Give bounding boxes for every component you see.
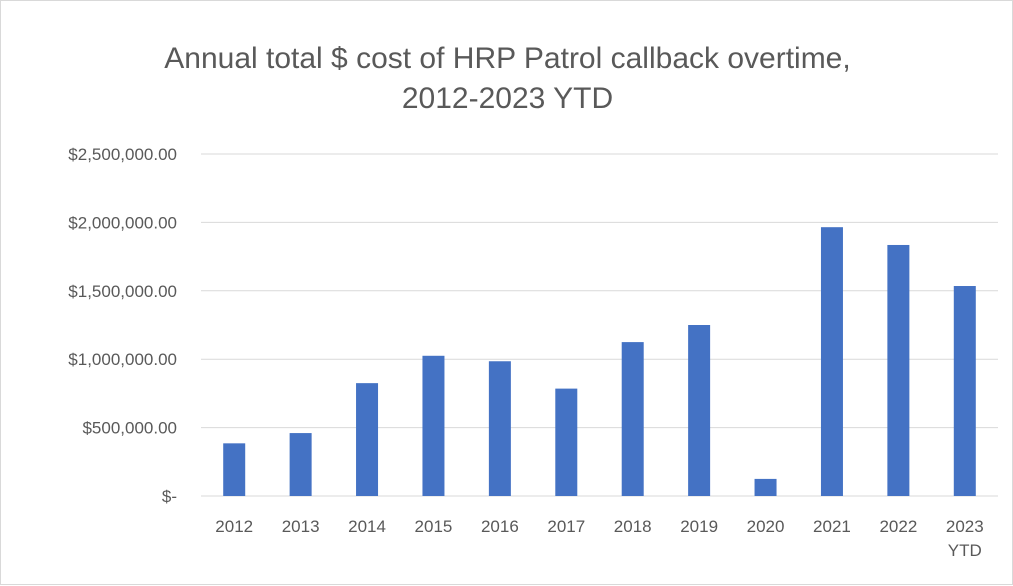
bar bbox=[289, 433, 312, 496]
chart-title-line-2: 2012-2023 YTD bbox=[401, 82, 614, 115]
bar bbox=[223, 443, 246, 496]
y-tick-label: $2,500,000.00 bbox=[68, 145, 177, 164]
y-tick-label: $- bbox=[162, 487, 177, 506]
x-tick-label: 2012 bbox=[215, 517, 253, 536]
x-tick-label: 2014 bbox=[348, 517, 386, 536]
chart-title: Annual total $ cost of HRP Patrol callba… bbox=[1, 39, 1013, 119]
x-tick-label: YTD bbox=[948, 541, 982, 560]
y-tick-label: $1,500,000.00 bbox=[68, 282, 177, 301]
y-tick-label: $500,000.00 bbox=[82, 419, 177, 438]
x-tick-label: 2016 bbox=[481, 517, 519, 536]
x-tick-label: 2015 bbox=[415, 517, 453, 536]
bar bbox=[555, 388, 578, 496]
bar bbox=[688, 325, 711, 496]
x-tick-label: 2021 bbox=[813, 517, 851, 536]
bar bbox=[953, 286, 976, 496]
x-tick-label: 2017 bbox=[547, 517, 585, 536]
x-tick-label: 2022 bbox=[879, 517, 917, 536]
bar bbox=[754, 478, 777, 496]
x-tick-label: 2018 bbox=[614, 517, 652, 536]
y-tick-label: $1,000,000.00 bbox=[68, 350, 177, 369]
bar bbox=[621, 342, 644, 496]
x-tick-label: 2019 bbox=[680, 517, 718, 536]
x-tick-label: 2020 bbox=[747, 517, 785, 536]
bar bbox=[820, 227, 843, 497]
x-tick-label: 2023 bbox=[946, 517, 984, 536]
bar bbox=[422, 355, 445, 496]
x-tick-label: 2013 bbox=[282, 517, 320, 536]
bar bbox=[356, 383, 379, 496]
y-tick-label: $2,000,000.00 bbox=[68, 213, 177, 232]
bar bbox=[887, 244, 910, 496]
chart-title-line-1: Annual total $ cost of HRP Patrol callba… bbox=[164, 42, 851, 75]
bar bbox=[488, 361, 511, 496]
